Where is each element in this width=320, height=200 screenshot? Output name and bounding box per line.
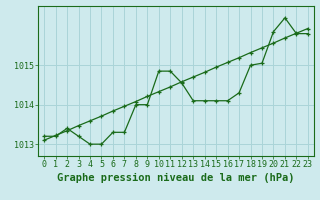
- X-axis label: Graphe pression niveau de la mer (hPa): Graphe pression niveau de la mer (hPa): [57, 173, 295, 183]
